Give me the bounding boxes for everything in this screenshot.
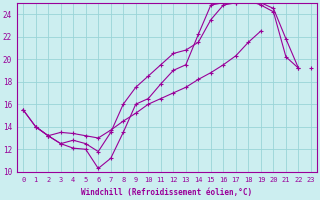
X-axis label: Windchill (Refroidissement éolien,°C): Windchill (Refroidissement éolien,°C) (82, 188, 252, 197)
